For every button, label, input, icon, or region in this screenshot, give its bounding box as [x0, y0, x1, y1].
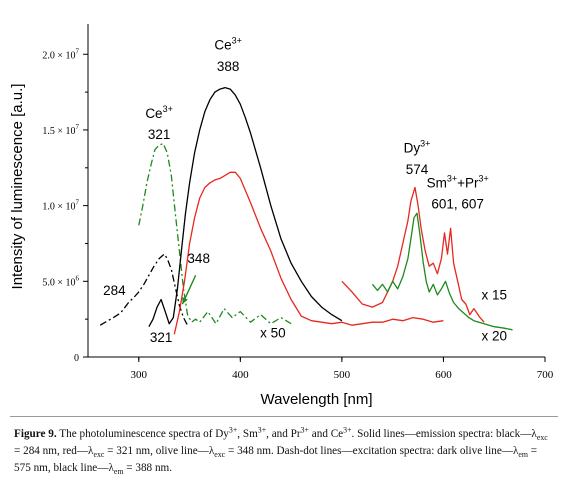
chart-annotation: 348	[187, 251, 210, 266]
chart: 300 400 500 600 700 0 5.0 × 106 1.0 × 107 1.5 × …	[9, 24, 554, 408]
series-line-3	[148, 86, 343, 328]
caption-sub: em	[518, 450, 528, 460]
caption-label: Figure 9.	[14, 428, 57, 440]
caption-sup: 3+	[300, 425, 309, 435]
caption-sup: 3+	[228, 425, 238, 435]
caption-text: = 321 nm, olive line—λ	[104, 445, 215, 457]
caption-text: The photoluminescence spectra of Dy	[56, 428, 229, 440]
caption-sup: 3+	[257, 425, 267, 435]
chart-annotation: 388	[217, 59, 240, 74]
caption-sub: exc	[93, 450, 105, 460]
y-tick-label: 0	[74, 353, 79, 364]
series-line-6	[371, 212, 513, 331]
y-axis-title: Intensity of luminescence [a.u.]	[9, 84, 26, 290]
y-tick-label: 5.0 × 106	[42, 274, 79, 288]
y-tick-label: 2.0 × 107	[42, 47, 79, 61]
chart-annotation: x 15	[481, 287, 507, 302]
caption-sub: exc	[214, 450, 226, 460]
figure-caption: Figure 9. The photoluminescence spectra …	[14, 426, 554, 477]
x-tick-label: 700	[537, 369, 554, 381]
chart-annotation: Sm3++Pr3+	[427, 173, 489, 190]
series-line-4	[173, 171, 444, 335]
chart-annotation: 574	[406, 162, 429, 177]
caption-text: and Ce	[308, 428, 344, 440]
caption-sup: 3+	[343, 425, 352, 435]
x-tick-label: 500	[334, 369, 351, 381]
chart-annotation: x 50	[260, 325, 286, 340]
y-tick-label: 1.0 × 107	[42, 199, 79, 213]
x-tick-label: 400	[232, 369, 249, 381]
caption-text: = 388 nm.	[123, 462, 173, 474]
caption-text: . Solid lines—emission spectra: black—λ	[351, 428, 537, 440]
series-line-2	[138, 142, 292, 325]
caption-divider	[10, 416, 558, 417]
x-tick-label: 300	[131, 369, 148, 381]
caption-sub: exc	[536, 433, 548, 443]
annotation-arrow-head	[182, 297, 188, 305]
chart-annotation: x 20	[481, 328, 507, 343]
chart-annotation: 601, 607	[431, 197, 484, 212]
chart-annotation: 284	[103, 283, 126, 298]
caption-text: , and Pr	[266, 428, 301, 440]
x-tick-label: 600	[435, 369, 452, 381]
chart-annotation: Ce3+	[214, 36, 242, 53]
x-axis-title: Wavelength [nm]	[261, 391, 373, 408]
caption-text: = 348 nm. Dash-dot lines—excitation spec…	[225, 445, 519, 457]
chart-annotation: 321	[150, 330, 173, 345]
chart-annotation: Ce3+	[145, 104, 173, 121]
chart-annotation: Dy3+	[404, 139, 431, 156]
chart-annotation: 321	[148, 127, 171, 142]
caption-sub: em	[113, 467, 124, 477]
y-tick-label: 1.5 × 107	[42, 123, 79, 137]
chart-svg: 300 400 500 600 700 0 5.0 × 106 1.0 × 107 1.5 × …	[9, 24, 554, 408]
caption-text: = 575 nm, black line—λ	[14, 445, 538, 474]
caption-text: , Sm	[237, 428, 258, 440]
caption-text: = 284 nm, red—λ	[14, 445, 94, 457]
